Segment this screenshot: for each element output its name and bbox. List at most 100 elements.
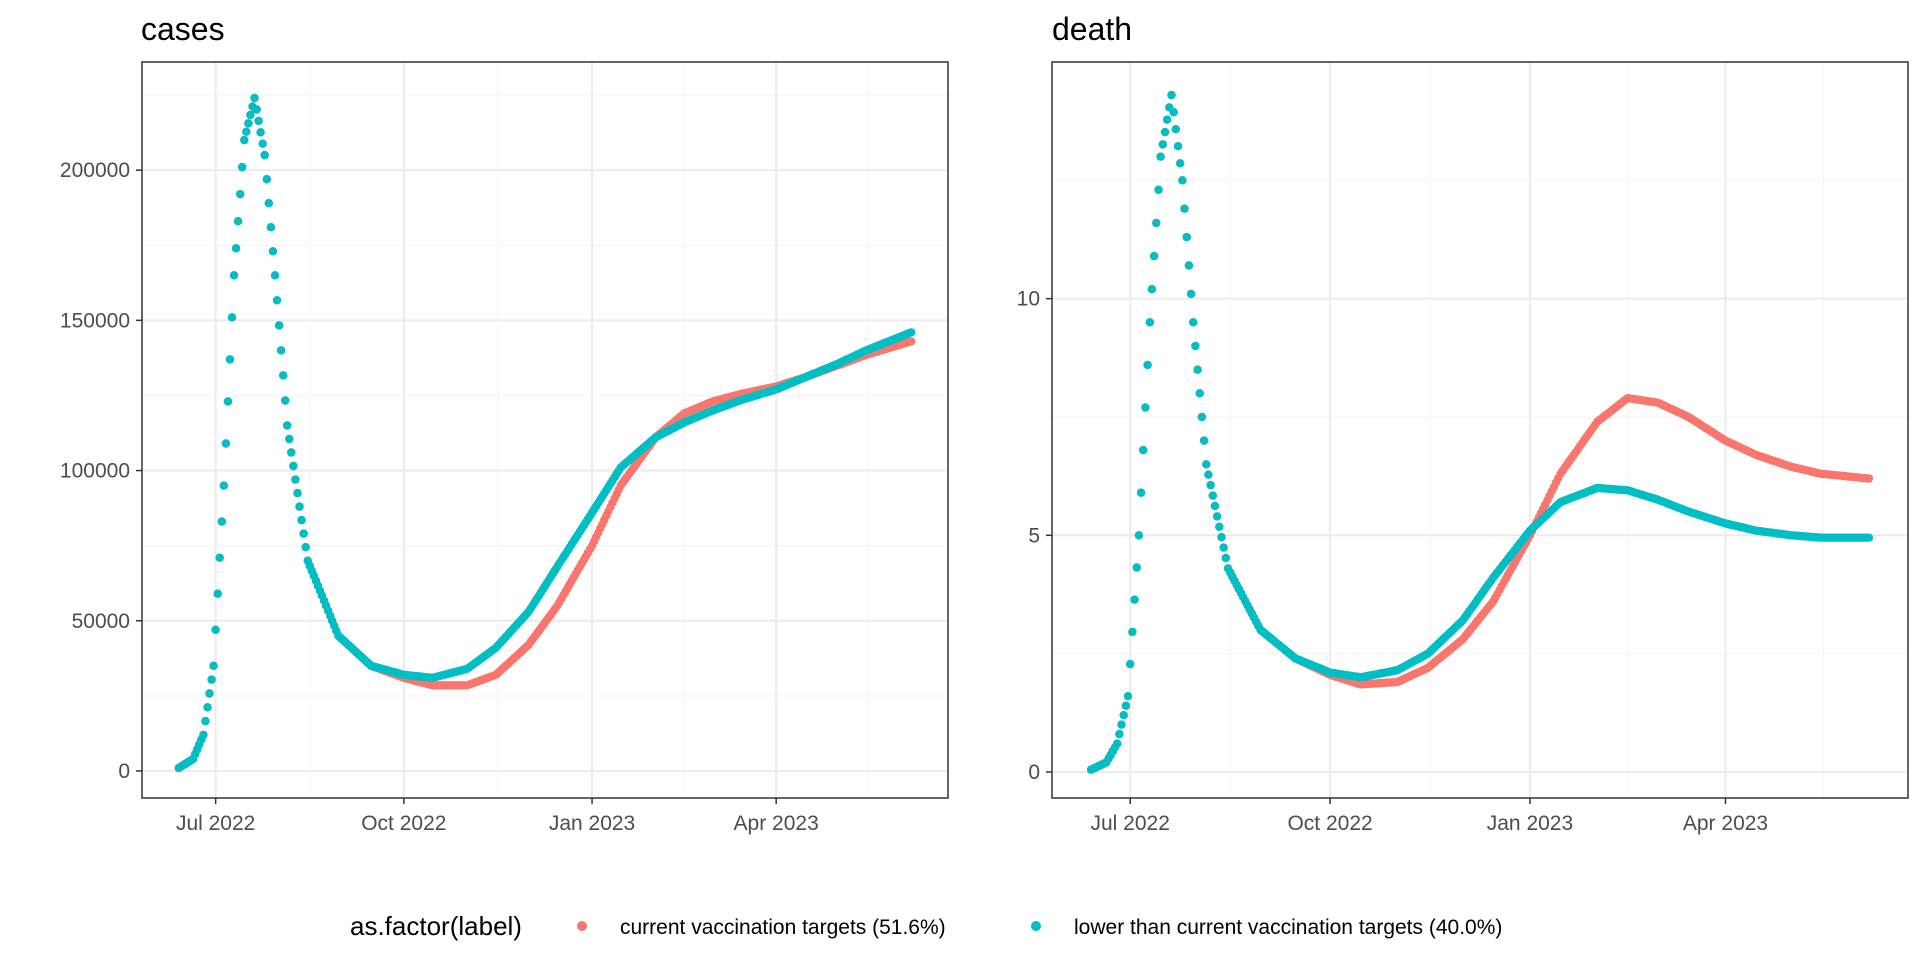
data-point-lower (1123, 692, 1133, 701)
panel-title-death: death (1052, 11, 1132, 47)
data-point-lower (1217, 533, 1226, 542)
data-point-lower (227, 313, 237, 322)
data-point-lower (1169, 108, 1178, 117)
data-point-lower (1208, 491, 1218, 500)
data-point-lower (1126, 659, 1135, 669)
data-point-lower (1149, 251, 1159, 261)
data-point-lower (1210, 501, 1220, 511)
data-point-lower (266, 223, 276, 232)
data-point-lower (217, 517, 226, 526)
data-point-lower (258, 139, 267, 148)
panel-cases: cases 0 50000 100000 150000 200000 Jul 2022 Oc… (60, 11, 949, 835)
data-point-lower (1154, 185, 1163, 194)
data-point-lower (254, 116, 263, 126)
data-point-lower (268, 247, 278, 256)
data-point-lower (246, 110, 255, 120)
data-point-lower (1864, 533, 1874, 542)
data-point-lower (295, 502, 304, 511)
y-tick-label: 50000 (72, 610, 130, 633)
legend-key-lower (1031, 921, 1041, 931)
data-point-lower (276, 346, 286, 355)
data-point-lower (1136, 488, 1146, 497)
y-tick-label: 0 (118, 760, 130, 783)
data-point-lower (1173, 142, 1183, 151)
data-point-lower (213, 589, 222, 598)
y-tick-label: 0 (1028, 761, 1040, 784)
data-point-lower (270, 271, 280, 280)
data-point-lower (1156, 152, 1165, 161)
data-point-lower (260, 150, 269, 160)
data-point-lower (242, 127, 251, 136)
y-tick-label: 5 (1028, 524, 1040, 547)
data-point-lower (1132, 563, 1141, 572)
data-point-lower (240, 135, 249, 145)
data-point-lower (221, 439, 231, 448)
data-point-lower (223, 397, 233, 406)
data-point-lower (297, 515, 306, 525)
data-point-lower (1215, 522, 1224, 531)
legend-label-current: current vaccination targets (51.6%) (620, 916, 946, 939)
data-point-lower (1152, 218, 1161, 228)
data-point-lower (233, 217, 243, 226)
data-point-lower (1219, 543, 1228, 552)
y-tick-label: 200000 (60, 159, 130, 182)
data-point-lower (205, 689, 214, 698)
y-tick-label: 150000 (60, 309, 130, 332)
panel-border (141, 61, 949, 799)
data-point-lower (1197, 412, 1207, 422)
data-point-lower (272, 296, 282, 305)
data-point-lower (1202, 460, 1211, 469)
data-point-lower (244, 119, 253, 128)
data-point-lower (256, 128, 265, 137)
data-point-lower (1199, 436, 1209, 445)
data-point-lower (274, 321, 284, 330)
data-point-lower (1212, 512, 1222, 521)
x-tick-label: Apr 2023 (734, 812, 819, 835)
data-point-lower (1117, 720, 1126, 729)
data-point-lower (201, 716, 210, 726)
data-point-lower (281, 396, 290, 405)
data-point-lower (1195, 389, 1204, 398)
data-point-lower (199, 730, 208, 740)
data-point-current (1864, 474, 1874, 483)
data-point-lower (203, 703, 212, 712)
series-current (1086, 90, 1874, 774)
data-point-lower (1171, 125, 1181, 134)
legend-label-lower: lower than current vaccination targets (… (1074, 916, 1502, 939)
data-point-lower (219, 481, 228, 490)
data-point-lower (231, 244, 241, 253)
data-point-lower (301, 543, 310, 552)
legend-key-current (577, 921, 587, 931)
data-point-lower (209, 661, 218, 670)
data-point-lower (1167, 90, 1176, 100)
data-point-lower (1221, 553, 1231, 563)
legend: as.factor(label) current vaccination tar… (350, 911, 1502, 941)
data-point-lower (1119, 711, 1128, 720)
data-point-lower (1160, 127, 1170, 137)
x-tick-label: Jan 2023 (1487, 812, 1573, 835)
data-point-lower (1143, 360, 1152, 370)
panel-death: death 0 5 10 Jul 2022 Oct 2022 Jan 2023 Apr 20… (1017, 11, 1909, 835)
data-point-lower (907, 328, 916, 337)
series-current (174, 93, 916, 773)
data-point-lower (299, 529, 308, 538)
data-point-lower (1186, 289, 1196, 299)
series-lower (1086, 90, 1874, 774)
data-point-lower (1176, 159, 1185, 168)
data-point-lower (229, 271, 239, 280)
y-tick-label: 100000 (60, 460, 130, 483)
data-point-lower (215, 553, 224, 562)
data-point-lower (250, 93, 259, 103)
panel-title-cases: cases (141, 11, 225, 47)
data-point-lower (1139, 445, 1148, 455)
data-point-lower (211, 625, 220, 634)
data-point-lower (289, 461, 298, 471)
data-point-lower (262, 175, 271, 184)
data-point-lower (1193, 365, 1202, 374)
data-point-lower (1206, 480, 1215, 490)
data-point-lower (1115, 729, 1124, 739)
panel-border (1051, 61, 1909, 799)
data-point-lower (287, 448, 296, 457)
